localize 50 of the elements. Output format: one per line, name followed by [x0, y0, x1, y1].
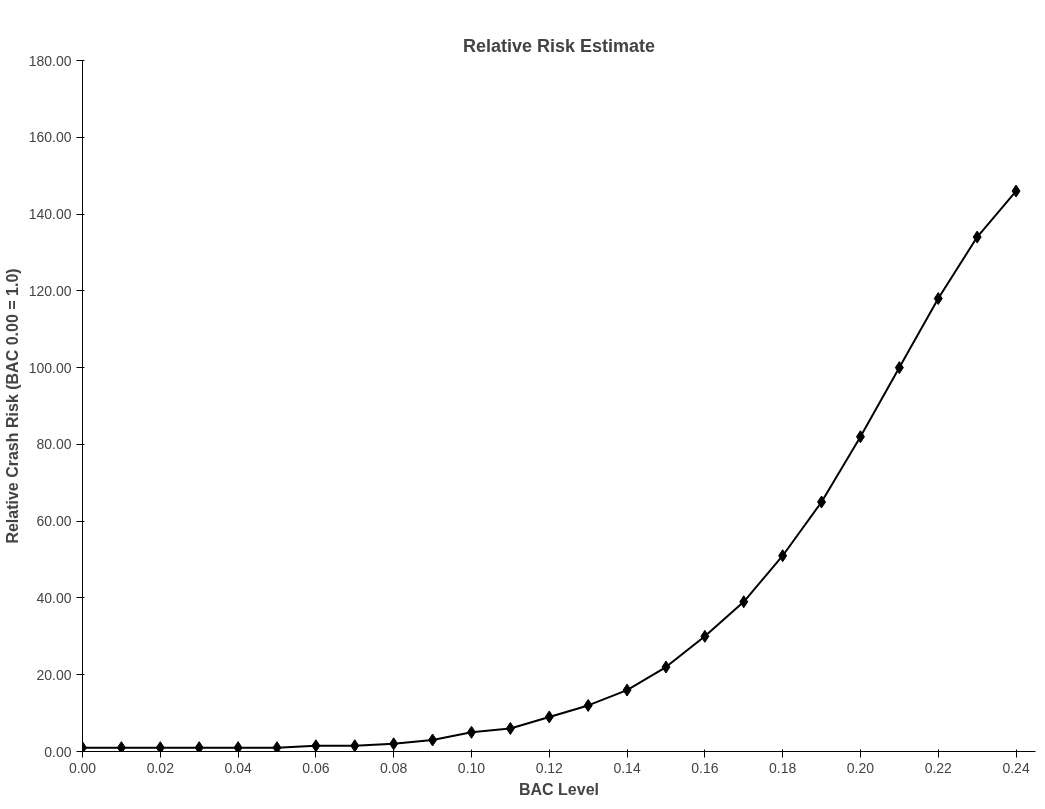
x-tick-label: 0.18: [769, 759, 797, 776]
x-tick-label: 0.00: [68, 759, 97, 776]
point: [622, 683, 632, 697]
x-tick-label: 0.10: [457, 759, 486, 776]
point: [855, 430, 865, 444]
point: [311, 739, 321, 752]
chart-title: Relative Risk Estimate: [462, 35, 656, 56]
y-tick-label: 60.00: [36, 513, 72, 530]
x-tick-label: 0.24: [1002, 759, 1030, 776]
point: [817, 495, 827, 509]
x-tick-label: 0.02: [146, 759, 175, 776]
point: [583, 698, 593, 712]
point: [933, 292, 943, 306]
point: [972, 230, 982, 244]
x-tick-label: 0.08: [380, 759, 408, 776]
point: [233, 741, 243, 752]
y-tick-label: 120.00: [28, 282, 72, 299]
point: [661, 660, 671, 674]
point: [428, 733, 438, 747]
x-axis-title: BAC Level: [518, 780, 600, 798]
y-tick-label: 40.00: [36, 589, 72, 606]
x-tick-label: 0.14: [613, 759, 641, 776]
point: [389, 737, 399, 751]
y-axis-title: Relative Crash Risk (BAC 0.00 = 1.0): [3, 268, 21, 544]
point: [194, 741, 204, 752]
point: [155, 741, 165, 752]
point: [700, 629, 710, 643]
point: [544, 710, 554, 724]
point: [466, 725, 476, 739]
point: [272, 741, 282, 752]
x-tick-label: 0.06: [302, 759, 330, 776]
y-tick-label: 160.00: [28, 129, 72, 146]
point: [778, 549, 788, 563]
x-tick-label: 0.16: [691, 759, 719, 776]
y-tick-label: 20.00: [36, 666, 72, 683]
x-tick-label: 0.22: [924, 759, 953, 776]
point: [350, 739, 360, 752]
x-tick-label: 0.04: [224, 759, 252, 776]
x-tick-label: 0.20: [846, 759, 875, 776]
x-tick-label: 0.12: [535, 759, 564, 776]
point: [505, 721, 515, 735]
y-tick-label: 140.00: [28, 206, 72, 223]
point: [1011, 184, 1021, 198]
point: [116, 741, 126, 752]
y-tick-label: 100.00: [28, 359, 72, 376]
y-tick-label: 80.00: [36, 436, 72, 453]
point: [739, 595, 749, 609]
point: [894, 361, 904, 375]
y-tick-label: 180.00: [28, 52, 72, 69]
y-tick-label: 0.00: [44, 743, 72, 760]
